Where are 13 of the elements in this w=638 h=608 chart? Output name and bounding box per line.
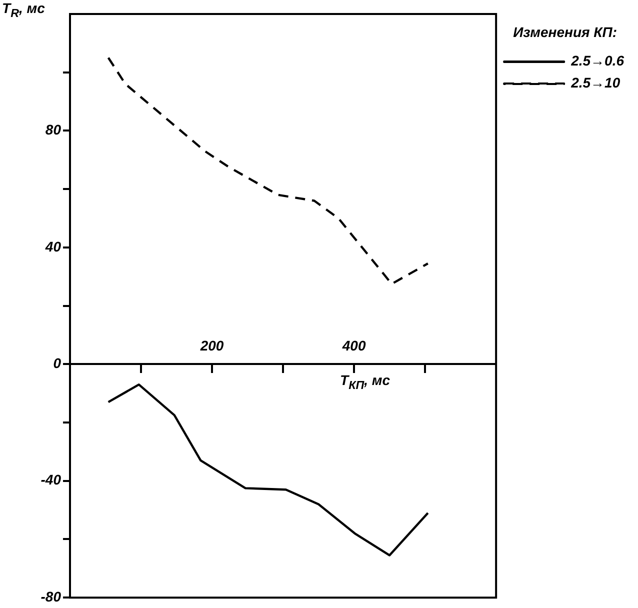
y-tick-label: -40 — [40, 472, 62, 488]
x-axis-title: T$_{КП}$, мс — [340, 372, 390, 392]
legend-label: 2.5→0.6 — [570, 52, 624, 69]
line-series — [107, 56, 430, 286]
y-tick-label: 40 — [44, 238, 62, 254]
x-tick-label: 400 — [341, 337, 366, 354]
y-axis-title: T$_{R}$, мс — [2, 0, 45, 20]
legend-title: Изменения КП: — [513, 24, 617, 40]
x-tick-label: 200 — [199, 337, 224, 354]
y-tick-label: 80 — [45, 122, 62, 138]
legend-label: 2.5→10 — [570, 74, 620, 91]
y-tick-label: 0 — [53, 355, 62, 372]
y-tick-label: -80 — [40, 588, 62, 604]
